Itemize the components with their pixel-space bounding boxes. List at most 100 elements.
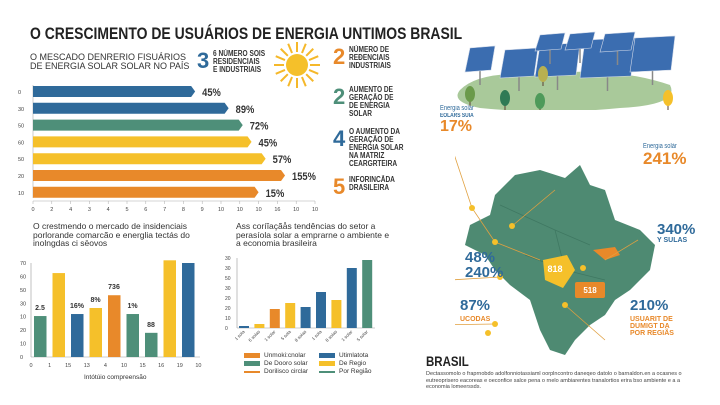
x-tick-label: 10 bbox=[256, 207, 262, 213]
sun-disc bbox=[286, 54, 308, 76]
stat-line: DRASILEIRA bbox=[349, 183, 390, 192]
y-tick-label: 50 bbox=[225, 276, 231, 282]
y-tick-label: 30 bbox=[18, 107, 24, 113]
region-label: 818 bbox=[547, 264, 562, 274]
x-tick-label: 1 sola bbox=[311, 329, 323, 341]
tree bbox=[500, 90, 510, 106]
bar bbox=[182, 263, 195, 357]
legend-swatch bbox=[319, 370, 335, 373]
bar bbox=[362, 260, 373, 328]
stat-text: O AUMENTO DA GERAÇÃO DE ENERGIA SOLAR NA MA… bbox=[349, 128, 415, 168]
sun-icon bbox=[274, 42, 320, 88]
data-label: 88 bbox=[147, 322, 155, 329]
brazil-map: 818 518 bbox=[455, 155, 655, 355]
callout-3: 340% Y SULAS bbox=[657, 221, 696, 244]
bar bbox=[269, 309, 280, 328]
bar bbox=[300, 307, 311, 328]
tree bbox=[538, 66, 548, 82]
stat-line: O AUMENTO DA bbox=[349, 127, 401, 136]
x-tick-label: 19 bbox=[177, 363, 183, 369]
sun-ray bbox=[301, 43, 307, 54]
x-tick-label: 1 sola bbox=[234, 329, 246, 341]
x-tick-label: 6 solas bbox=[247, 329, 261, 343]
stat-text: AUMENTO DE GERAÇÃO DE DE ENERGIA SOLAR bbox=[349, 86, 403, 118]
solar-panel bbox=[599, 31, 636, 53]
stat-number: 5 bbox=[333, 174, 346, 199]
bar bbox=[126, 314, 139, 357]
callout-6: 210% USUARIT DE DUMIGT DA POR REGIÃS bbox=[630, 297, 674, 337]
x-tick-label: 16 bbox=[274, 207, 280, 213]
bar bbox=[316, 292, 326, 328]
legend-swatch bbox=[319, 353, 335, 358]
x-tick-label: 8 solas bbox=[294, 329, 308, 343]
stat-item: 5 INFORINCÃDA DRASILEIRA bbox=[333, 176, 405, 198]
legend-item: Unmoki:cnolar bbox=[244, 352, 319, 359]
stat-line: 6 NÚMERO SOIS bbox=[213, 49, 266, 58]
y-tick-label: 30 bbox=[225, 266, 231, 272]
bar bbox=[34, 316, 47, 357]
x-tick-label: 0 bbox=[29, 363, 32, 369]
chart3-title: Ass coríîaçãås tendências do setor a per… bbox=[236, 221, 390, 248]
solar-panel bbox=[534, 32, 566, 52]
sun-ray bbox=[287, 43, 293, 54]
stat-number: 2 bbox=[333, 44, 346, 69]
data-label: 72% bbox=[250, 121, 269, 133]
y-tick-label: 30 bbox=[20, 301, 26, 307]
solar-panel bbox=[499, 47, 539, 79]
x-tick-label: 8 bbox=[182, 207, 185, 213]
subtitle-line: DE ENERGIA SOLAR SOLAR NO PAÍS bbox=[30, 61, 190, 71]
subtitle: O MESCADO DENRERIO FISUÁRIOS DE ENERGIA … bbox=[30, 53, 189, 71]
legend-label: Utimlatota bbox=[339, 352, 369, 359]
tree bbox=[535, 93, 545, 109]
stat-line: NÚMERO DE bbox=[349, 45, 390, 54]
bar bbox=[52, 273, 65, 357]
y-tick-label: 30 bbox=[225, 256, 231, 262]
x-tick-label: 10 bbox=[293, 207, 299, 213]
bar bbox=[331, 300, 342, 328]
stat-line: INFORINCÃDA bbox=[349, 175, 396, 184]
data-label: 2.5 bbox=[35, 305, 45, 312]
grass bbox=[457, 71, 672, 110]
data-label: 45% bbox=[259, 138, 278, 150]
data-label: 155% bbox=[292, 171, 316, 183]
bar-chart-2: 70 60 50 30 10 20 10 0 2.5 16% 8% 736 1% 88 0 1 15 13 4 10 1… bbox=[20, 260, 201, 369]
stat-number: 2 bbox=[333, 84, 346, 109]
y-tick-label: 50 bbox=[18, 124, 24, 130]
legend-item: De Regio bbox=[319, 360, 394, 367]
bar bbox=[33, 170, 286, 181]
region-highlight bbox=[543, 255, 575, 288]
data-label: 1% bbox=[127, 303, 138, 310]
horizontal-bar-chart: 0 45% 30 89% 50 72% 60 45% 50 57% 20 155% 10 15% 0 2 4 3 4… bbox=[18, 85, 318, 213]
solar-panel bbox=[629, 35, 676, 73]
data-label: 16% bbox=[70, 303, 85, 310]
y-tick-label: 60 bbox=[18, 140, 24, 146]
stat-item: 2 NÚMERO DE REÐENCIAIS INDUSTRIAIS bbox=[333, 46, 400, 70]
footer-heading: BRASIL bbox=[426, 353, 469, 369]
x-tick-label: 8 solas bbox=[324, 329, 338, 343]
stat-number: 3 bbox=[197, 48, 210, 73]
stat-line: E INDUSTRIAIS bbox=[213, 65, 262, 74]
region-label: 518 bbox=[583, 286, 597, 295]
x-tick-label: 5 bbox=[125, 207, 128, 213]
data-label: 89% bbox=[236, 104, 255, 116]
tree bbox=[663, 90, 673, 106]
y-tick-label: 60 bbox=[20, 274, 26, 280]
y-tick-label: 10 bbox=[18, 191, 24, 197]
x-tick-label: 0 bbox=[31, 207, 34, 213]
legend-label: De Dooro solar bbox=[264, 360, 308, 367]
bar bbox=[33, 186, 259, 198]
chart2-title: O crestmendo o mercado de insidenciais p… bbox=[33, 221, 190, 248]
sun-ray bbox=[287, 76, 293, 87]
stat-line: RESIDENCIAIS bbox=[213, 57, 260, 66]
callout-1: Energia solár EOLARS SUIA 17% bbox=[440, 105, 474, 135]
x-tick-label: 9 bbox=[201, 207, 204, 213]
stat-line: REÐENCIAIS bbox=[349, 53, 390, 62]
legend-item: De Dooro solar bbox=[244, 360, 319, 367]
bar bbox=[163, 260, 176, 357]
stat-line: CEARGRTEIRA bbox=[349, 159, 398, 168]
x-tick-label: 10 bbox=[237, 207, 243, 213]
x-tick-label: 10 bbox=[195, 363, 201, 369]
bar bbox=[33, 136, 252, 148]
y-tick-label: 10 bbox=[225, 316, 231, 322]
